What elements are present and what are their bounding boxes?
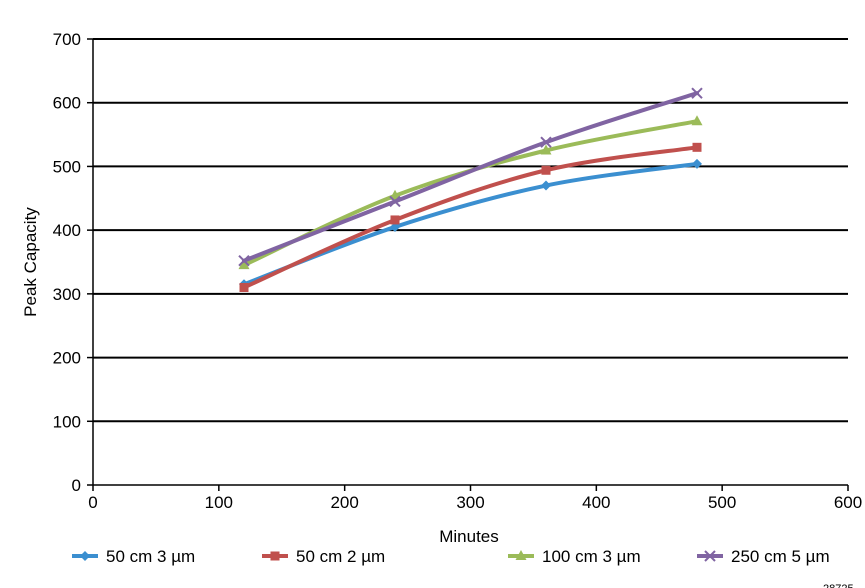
series-1 [239, 158, 702, 290]
x-tick-label: 100 [205, 493, 233, 512]
data-point-square [270, 551, 280, 561]
y-tick-label: 200 [53, 349, 81, 368]
y-tick-label: 500 [53, 157, 81, 176]
legend: 50 cm 3 µm 50 cm 2 µm 100 cm 3 µm 250 cm 5 … [72, 547, 830, 566]
data-point-diamond [390, 221, 400, 232]
data-point-x [389, 195, 401, 208]
axes [87, 38, 849, 491]
data-point-diamond [541, 180, 551, 191]
y-axis-label: Peak Capacity [21, 207, 40, 317]
data-point-triangle [540, 144, 552, 155]
data-point-x [691, 87, 703, 99]
x-axis-label: Minutes [439, 527, 499, 546]
data-point-triangle [238, 259, 250, 270]
y-tick-label: 400 [53, 221, 81, 240]
data-point-diamond [692, 158, 702, 169]
x-tick-label: 200 [330, 493, 358, 512]
legend-item: 100 cm 3 µm [508, 547, 641, 566]
data-point-square [390, 215, 400, 225]
y-tick-labels: 0 100 200 300 400 500 600 700 [53, 30, 81, 495]
series-line [242, 91, 699, 263]
y-tick-label: 100 [53, 412, 81, 431]
legend-label: 50 cm 2 µm [296, 547, 385, 566]
y-tick-label: 300 [53, 285, 81, 304]
x-tick-label: 300 [456, 493, 484, 512]
y-tick-label: 600 [53, 94, 81, 113]
series-line [242, 161, 699, 287]
data-point-triangle [515, 550, 527, 560]
data-point-square [239, 282, 249, 292]
series-2 [239, 142, 702, 292]
data-point-x [238, 255, 250, 267]
series-4 [238, 87, 703, 267]
x-tick-label: 400 [582, 493, 610, 512]
data-point-square [541, 165, 551, 175]
y-tick-label: 0 [72, 476, 81, 495]
data-point-triangle [389, 189, 401, 200]
data-point-x [540, 136, 552, 148]
x-tick-label: 500 [708, 493, 736, 512]
x-tick-labels: 0 100 200 300 400 500 600 [88, 493, 862, 512]
series-group [238, 87, 703, 292]
y-tick-label: 700 [53, 30, 81, 49]
data-point-triangle [691, 115, 703, 126]
data-point-square [692, 142, 702, 152]
data-point-x [704, 550, 716, 562]
figure-id: 28725 [823, 583, 854, 588]
legend-item: 50 cm 3 µm [72, 547, 195, 566]
data-point-diamond [80, 551, 90, 561]
gridlines [93, 38, 848, 423]
legend-item: 250 cm 5 µm [697, 547, 830, 566]
series-line [242, 145, 699, 290]
x-tick-label: 600 [834, 493, 862, 512]
legend-item: 50 cm 2 µm [262, 547, 385, 566]
legend-label: 250 cm 5 µm [731, 547, 830, 566]
legend-label: 50 cm 3 µm [106, 547, 195, 566]
x-tick-label: 0 [88, 493, 97, 512]
legend-label: 100 cm 3 µm [542, 547, 641, 566]
